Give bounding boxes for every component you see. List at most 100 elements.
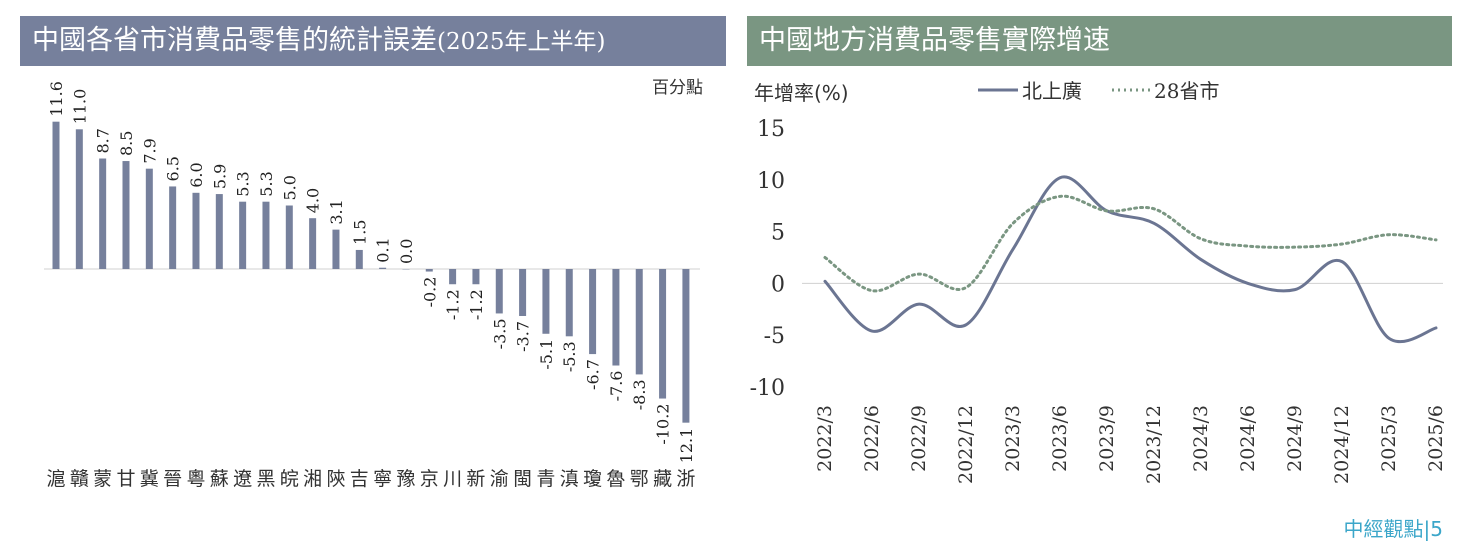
bar-category-label-3: 甘 — [116, 468, 135, 490]
bar-26 — [659, 269, 667, 399]
bar-category-label-5: 晉 — [163, 468, 182, 490]
bar-14 — [379, 267, 387, 269]
bar-category-label-12: 陝 — [326, 468, 345, 490]
bar-12 — [332, 229, 340, 269]
bar-category-label-6: 粵 — [186, 468, 205, 490]
bar-2 — [99, 158, 107, 269]
bar-value-label-15: 0.0 — [397, 239, 416, 264]
legend-label-provinces: 28省市 — [1154, 79, 1219, 103]
bar-category-label-22: 滇 — [560, 468, 579, 490]
line-x-tick-6: 2023/9 — [1096, 405, 1118, 472]
bar-24 — [612, 269, 620, 366]
bar-value-label-25: -8.3 — [630, 379, 649, 410]
bar-value-label-11: 4.0 — [304, 188, 323, 213]
bar-13 — [355, 249, 363, 269]
legend-label-north: 北上廣 — [1022, 79, 1082, 103]
bar-chart: 百分點 11.6 滬 11.0 贛 8.7 蒙 8.5 甘 7.9 冀 6.5 晉 6.0 粵 5.9 蘇 5.… — [44, 78, 703, 490]
bar-27 — [682, 269, 690, 423]
bar-7 — [215, 194, 223, 269]
bar-category-label-14: 寧 — [373, 468, 392, 490]
bar-21 — [542, 269, 550, 334]
bar-category-label-23: 瓊 — [583, 468, 602, 490]
bar-value-label-7: 5.9 — [210, 164, 229, 189]
bar-category-label-13: 吉 — [350, 468, 369, 490]
bar-category-label-20: 閩 — [513, 468, 532, 490]
bar-value-label-22: -5.3 — [560, 341, 579, 372]
line-x-tick-0: 2022/3 — [814, 405, 836, 472]
left-chart-subtitle: (2025年上半年) — [437, 29, 606, 55]
bar-value-label-18: -1.2 — [467, 289, 486, 320]
line-y-tick-5: 5 — [771, 221, 785, 246]
bar-20 — [519, 269, 527, 316]
bar-category-label-1: 贛 — [70, 468, 89, 490]
bar-19 — [495, 269, 503, 314]
line-x-tick-5: 2023/6 — [1049, 405, 1071, 472]
line-x-tick-8: 2024/3 — [1190, 405, 1212, 472]
left-chart-header: 中國各省市消費品零售的統計誤差(2025年上半年) — [20, 16, 726, 66]
bar-category-label-26: 藏 — [653, 468, 672, 490]
bar-value-label-19: -3.5 — [490, 318, 509, 349]
line-x-tick-1: 2022/6 — [861, 405, 883, 472]
bar-10 — [285, 205, 293, 269]
bar-category-label-19: 渝 — [490, 468, 509, 490]
line-x-tick-4: 2023/3 — [1002, 405, 1024, 472]
line-y-tick--10: -10 — [750, 376, 785, 401]
bar-category-label-17: 川 — [443, 468, 462, 490]
bar-category-label-25: 鄂 — [630, 468, 649, 490]
bar-category-label-24: 魯 — [606, 468, 625, 490]
bar-value-label-12: 3.1 — [327, 199, 346, 224]
line-y-tick-15: 15 — [757, 117, 785, 142]
bar-category-label-0: 滬 — [46, 468, 65, 490]
bar-category-label-11: 湘 — [303, 468, 322, 490]
bar-8 — [239, 201, 247, 269]
line-x-tick-11: 2024/12 — [1331, 405, 1353, 484]
right-chart-header: 中國地方消費品零售實際增速 — [747, 16, 1452, 66]
bar-value-label-5: 6.5 — [164, 156, 183, 181]
bar-value-label-23: -6.7 — [584, 359, 603, 390]
bar-4 — [145, 168, 153, 269]
bar-23 — [589, 269, 597, 355]
bar-value-label-1: 11.0 — [70, 89, 89, 125]
bar-value-label-16: -0.2 — [420, 277, 439, 308]
bar-0 — [52, 121, 60, 270]
bar-value-label-26: -10.2 — [654, 404, 673, 445]
bar-value-label-2: 8.7 — [94, 128, 113, 153]
line-y-axis-label: 年增率(%) — [754, 81, 849, 105]
bar-value-label-6: 6.0 — [187, 162, 206, 187]
bar-value-label-24: -7.6 — [607, 371, 626, 402]
footer-page-number: 5 — [1430, 517, 1443, 541]
bar-9 — [262, 201, 270, 269]
bar-category-label-10: 皖 — [280, 468, 299, 490]
line-chart: 年增率(%) 北上廣 28省市 15 10 5 0 -5 -10 2022/3 2022/6 2… — [750, 79, 1447, 484]
bar-value-label-14: 0.1 — [374, 237, 393, 262]
bar-6 — [192, 192, 200, 269]
bar-11 — [309, 218, 317, 269]
bar-18 — [472, 269, 480, 285]
left-chart-title: 中國各省市消費品零售的統計誤差 — [32, 25, 437, 56]
line-series-1 — [823, 194, 1438, 293]
line-y-tick-0: 0 — [771, 272, 785, 297]
bar-value-label-20: -3.7 — [514, 321, 533, 352]
footer-separator: | — [1423, 517, 1431, 541]
bar-value-label-3: 8.5 — [117, 131, 136, 156]
bar-16 — [425, 269, 433, 272]
bar-category-label-15: 豫 — [396, 468, 415, 490]
bar-1 — [75, 129, 83, 269]
line-x-tick-3: 2022/12 — [955, 405, 977, 484]
bar-category-label-18: 新 — [466, 468, 485, 490]
bar-category-label-21: 青 — [536, 468, 555, 490]
bar-value-label-13: 1.5 — [350, 219, 369, 244]
line-x-tick-9: 2024/6 — [1237, 405, 1259, 472]
bar-category-label-9: 黑 — [256, 468, 275, 490]
footer: 中經觀點|5 — [1344, 513, 1443, 542]
bar-category-label-27: 浙 — [676, 468, 695, 490]
bar-value-label-17: -1.2 — [444, 289, 463, 320]
bar-value-label-9: 5.3 — [257, 171, 276, 196]
right-chart-title: 中國地方消費品零售實際增速 — [759, 25, 1110, 56]
bar-22 — [565, 269, 573, 337]
bar-category-label-16: 京 — [420, 468, 439, 490]
line-x-tick-7: 2023/12 — [1143, 405, 1165, 484]
bar-3 — [122, 161, 130, 269]
bar-value-label-0: 11.6 — [47, 81, 66, 117]
